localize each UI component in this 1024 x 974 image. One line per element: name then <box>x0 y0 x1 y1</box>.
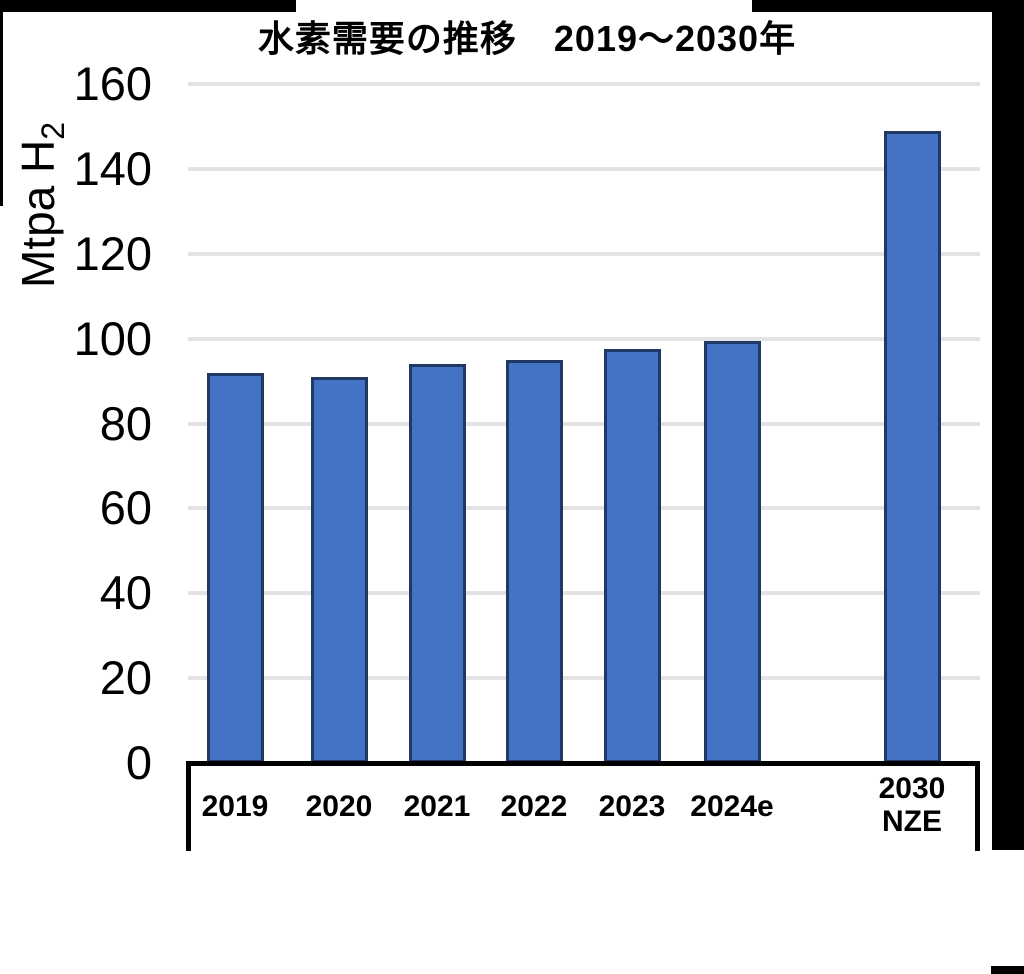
bar-2030 NZE <box>884 131 941 763</box>
x-tick-label-2022: 2022 <box>500 790 568 823</box>
y-tick-label-100: 100 <box>73 312 152 365</box>
y-tick-label-80: 80 <box>99 397 152 450</box>
black-edge-bottom-right <box>991 966 1024 974</box>
x-tick-label-2020: 2020 <box>305 790 373 823</box>
x-tick-label-2030-NZE: 2030 NZE <box>878 772 946 838</box>
x-axis-baseline <box>186 761 980 766</box>
gridline-40 <box>188 591 980 595</box>
y-tick-label-0: 0 <box>125 736 152 789</box>
y-tick-label-60: 60 <box>99 481 152 534</box>
black-edge-top-left <box>0 0 296 12</box>
gridline-160 <box>188 82 980 86</box>
gridline-60 <box>188 506 980 510</box>
y-axis-label-subscript: 2 <box>35 121 71 140</box>
x-tick-label-2024e: 2024e <box>690 790 774 823</box>
x-tick-label-2023: 2023 <box>598 790 666 823</box>
y-tick-label-140: 140 <box>73 142 152 195</box>
bar-2019 <box>207 373 264 763</box>
y-tick-label-120: 120 <box>73 227 152 280</box>
x-tick-label-2019: 2019 <box>201 790 269 823</box>
bar-2023 <box>604 349 661 763</box>
gridline-100 <box>188 337 980 341</box>
bar-2021 <box>409 364 466 763</box>
gridline-140 <box>188 167 980 171</box>
y-tick-label-40: 40 <box>99 566 152 619</box>
bar-2022 <box>506 360 563 763</box>
y-tick-label-160: 160 <box>73 57 152 110</box>
axis-box-left-edge <box>186 761 191 851</box>
x-tick-label-2021: 2021 <box>403 790 471 823</box>
gridline-20 <box>188 676 980 680</box>
gridline-80 <box>188 422 980 426</box>
black-edge-left-sliver <box>0 0 3 206</box>
chart-title: 水素需要の推移 2019～2030年 <box>257 18 797 59</box>
gridline-120 <box>188 252 980 256</box>
bar-2024e <box>704 341 761 763</box>
y-tick-label-20: 20 <box>99 651 152 704</box>
black-edge-top-right <box>752 0 1024 12</box>
black-edge-right <box>992 0 1024 850</box>
bar-2020 <box>311 377 368 763</box>
axis-box-right-edge <box>975 761 980 851</box>
